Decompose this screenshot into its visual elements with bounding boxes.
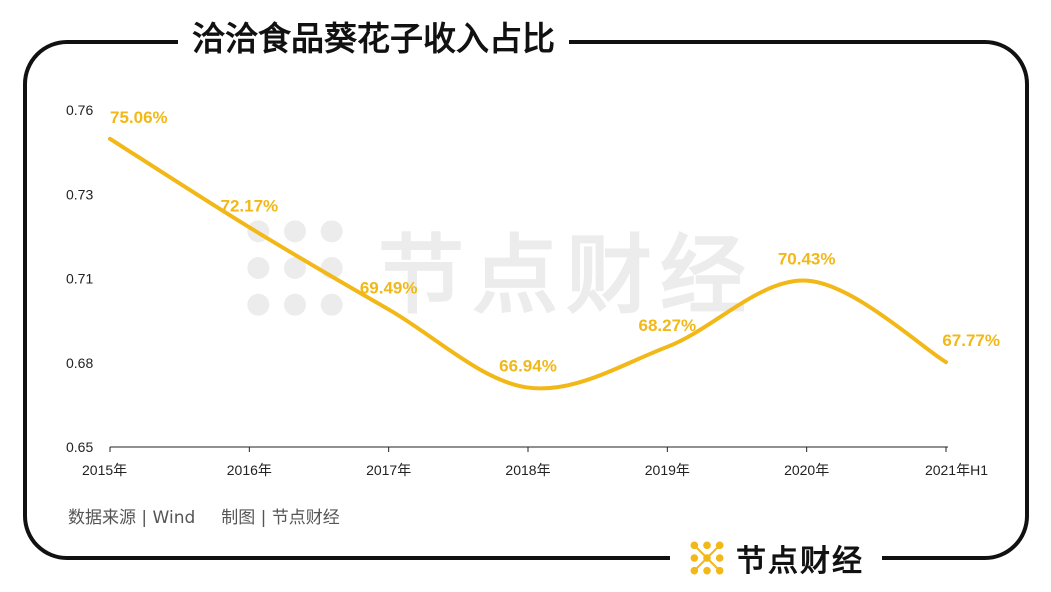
watermark-text: 节点财经 [378, 226, 754, 326]
x-tick-label: 2019年 [645, 462, 690, 478]
node-dots-logo-icon [690, 541, 724, 575]
x-tick-label: 2018年 [505, 462, 550, 478]
data-label: 75.06% [110, 108, 168, 127]
data-label: 70.43% [778, 250, 836, 269]
x-tick-label: 2016年 [227, 462, 272, 478]
series-line [108, 136, 948, 391]
x-tick-label: 2015年 [82, 462, 127, 478]
x-tick-label: 2020年 [784, 462, 829, 478]
y-tick-label: 0.71 [66, 271, 93, 287]
x-tick-label: 2017年 [366, 462, 411, 478]
brand-name: 节点财经 [736, 544, 864, 579]
data-label: 72.17% [220, 196, 278, 215]
data-label: 68.27% [638, 316, 696, 335]
y-tick-label: 0.68 [66, 355, 93, 371]
watermark-logo-icon [247, 219, 343, 316]
credit-text: 制图 | 节点财经 [221, 508, 340, 528]
data-label: 69.49% [360, 278, 418, 297]
y-tick-label: 0.73 [66, 186, 93, 202]
brand-badge: 节点财经 [670, 532, 882, 584]
data-label: 67.77% [942, 331, 1000, 350]
watermark: 节点财经 [240, 205, 754, 330]
chart-title: 洽洽食品葵花子收入占比 [178, 14, 569, 64]
data-label: 66.94% [499, 357, 557, 376]
y-tick-label: 0.65 [66, 439, 93, 455]
y-tick-label: 0.76 [66, 102, 93, 118]
footer-source: 数据来源 | Wind 制图 | 节点财经 [68, 503, 340, 528]
source-text: 数据来源 | Wind [68, 508, 196, 528]
x-tick-label: 2021年H1 [925, 462, 988, 478]
